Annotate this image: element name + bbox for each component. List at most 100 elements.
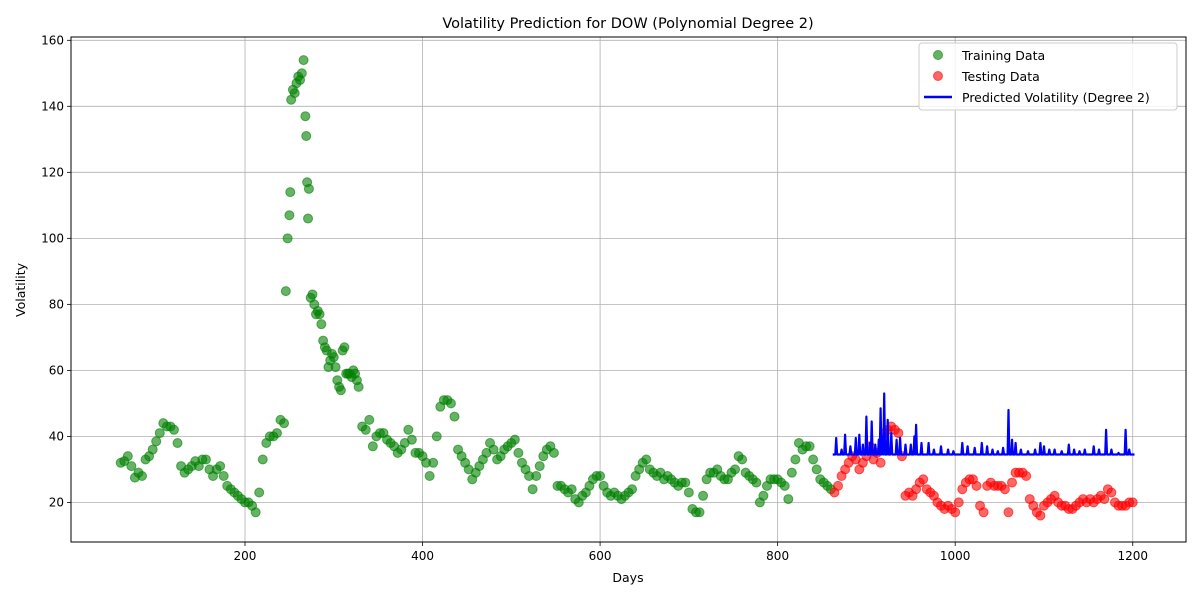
training-point bbox=[531, 470, 542, 481]
testing-point bbox=[999, 484, 1010, 495]
training-point bbox=[428, 457, 439, 468]
y-tick-label: 100 bbox=[41, 231, 64, 245]
training-point bbox=[314, 309, 325, 320]
training-point bbox=[257, 454, 268, 465]
training-point bbox=[307, 289, 318, 300]
y-tick-label: 160 bbox=[41, 33, 64, 47]
training-point bbox=[296, 68, 307, 79]
testing-point bbox=[1003, 507, 1014, 518]
training-point bbox=[154, 428, 165, 439]
training-point bbox=[566, 484, 577, 495]
axis-ticks: 200 400 600 800 1000 1200 20 40 60 80 100 120 140 160 bbox=[41, 33, 1148, 563]
training-point bbox=[330, 362, 341, 373]
legend-label-testing: Testing Data bbox=[961, 69, 1040, 84]
training-point bbox=[271, 428, 282, 439]
training-point bbox=[694, 507, 705, 518]
training-point bbox=[786, 467, 797, 478]
testing-point bbox=[833, 480, 844, 491]
testing-point bbox=[1021, 470, 1032, 481]
training-point bbox=[680, 477, 691, 488]
training-point bbox=[698, 490, 709, 501]
training-point bbox=[431, 431, 442, 442]
testing-point bbox=[950, 507, 961, 518]
testing-point bbox=[1035, 510, 1046, 521]
testing-point bbox=[971, 480, 982, 491]
training-point bbox=[488, 444, 499, 455]
x-axis-label: Days bbox=[612, 570, 643, 585]
x-tick-label: 200 bbox=[234, 549, 257, 563]
testing-point bbox=[978, 507, 989, 518]
training-point bbox=[122, 451, 133, 462]
training-point bbox=[172, 437, 183, 448]
training-point bbox=[534, 461, 545, 472]
predicted-volatility-line bbox=[832, 392, 1135, 456]
x-tick-label: 400 bbox=[411, 549, 434, 563]
plot-data bbox=[115, 55, 1138, 521]
y-tick-label: 140 bbox=[41, 99, 64, 113]
training-point bbox=[335, 385, 346, 396]
training-point bbox=[808, 454, 819, 465]
training-point bbox=[779, 480, 790, 491]
training-point bbox=[548, 447, 559, 458]
training-point bbox=[730, 464, 741, 475]
training-point bbox=[513, 447, 524, 458]
training-point bbox=[303, 183, 314, 194]
training-point bbox=[751, 477, 762, 488]
training-point bbox=[339, 342, 350, 353]
training-point bbox=[364, 414, 375, 425]
training-point bbox=[811, 464, 822, 475]
training-point bbox=[284, 210, 295, 221]
testing-point bbox=[1127, 497, 1138, 508]
training-point bbox=[527, 484, 538, 495]
y-tick-label: 20 bbox=[49, 495, 64, 509]
testing-point bbox=[1099, 494, 1110, 505]
testing-point bbox=[875, 457, 886, 468]
training-point bbox=[168, 424, 179, 435]
training-point bbox=[783, 494, 794, 505]
training-point bbox=[200, 454, 211, 465]
training-point bbox=[641, 454, 652, 465]
training-point bbox=[367, 441, 378, 452]
training-point bbox=[298, 55, 309, 66]
chart-title: Volatility Prediction for DOW (Polynomia… bbox=[442, 16, 813, 32]
training-point bbox=[353, 381, 364, 392]
training-point bbox=[316, 319, 327, 330]
training-point bbox=[285, 187, 296, 198]
plot-frame bbox=[70, 36, 1187, 543]
training-point bbox=[758, 490, 769, 501]
training-point bbox=[215, 461, 226, 472]
training-point bbox=[328, 352, 339, 363]
training-point bbox=[137, 470, 148, 481]
training-point bbox=[250, 507, 261, 518]
training-point bbox=[403, 424, 414, 435]
training-point bbox=[282, 233, 293, 244]
training-point bbox=[509, 434, 520, 445]
legend-label-predicted: Predicted Volatility (Degree 2) bbox=[962, 90, 1150, 105]
x-tick-label: 1000 bbox=[940, 549, 971, 563]
training-point bbox=[254, 487, 265, 498]
training-point bbox=[360, 424, 371, 435]
legend-box bbox=[918, 42, 1178, 111]
testing-point bbox=[1106, 487, 1117, 498]
training-point bbox=[147, 444, 158, 455]
testing-point bbox=[918, 474, 929, 485]
y-tick-label: 40 bbox=[49, 429, 64, 443]
training-point bbox=[300, 111, 311, 122]
y-tick-label: 60 bbox=[49, 363, 64, 377]
testing-point bbox=[953, 497, 964, 508]
training-point bbox=[303, 213, 314, 224]
training-point bbox=[683, 487, 694, 498]
training-point bbox=[218, 470, 229, 481]
training-point bbox=[790, 454, 801, 465]
legend: Training Data Testing Data Predicted Vol… bbox=[918, 42, 1178, 111]
x-tick-label: 1200 bbox=[1117, 549, 1148, 563]
training-point bbox=[445, 398, 456, 409]
training-point bbox=[279, 418, 290, 429]
training-point bbox=[280, 286, 291, 297]
y-tick-label: 80 bbox=[49, 297, 64, 311]
y-tick-label: 120 bbox=[41, 165, 64, 179]
training-point bbox=[301, 131, 312, 142]
training-point bbox=[595, 470, 606, 481]
legend-marker-training bbox=[933, 50, 943, 60]
